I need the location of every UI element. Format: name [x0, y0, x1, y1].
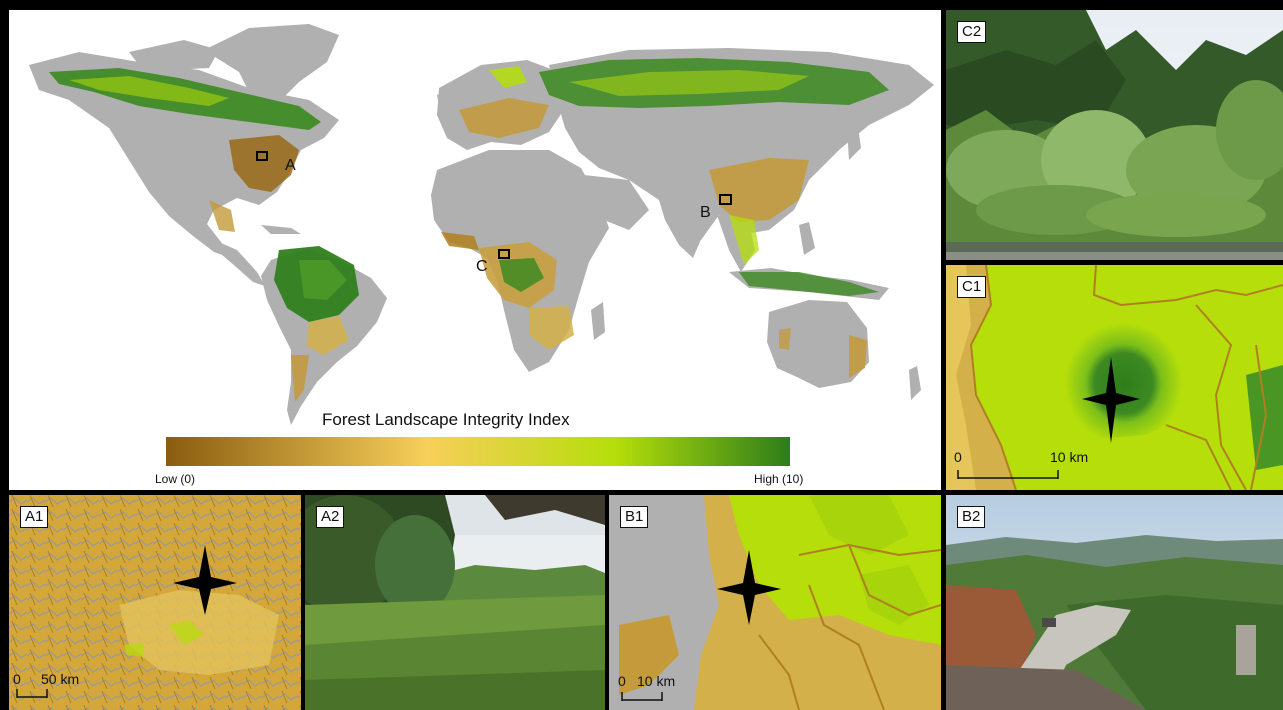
a1-scale-end: 50 km: [41, 671, 79, 687]
legend-high-label: High (10): [754, 472, 804, 486]
locator-label-a: A: [285, 157, 296, 174]
india: [659, 195, 717, 258]
locator-box-a: [256, 151, 268, 161]
panel-c2: C2: [946, 10, 1283, 260]
b1-scale-zero: 0: [618, 673, 626, 689]
panel-tag-c2: C2: [957, 21, 987, 43]
locator-label-c: C: [476, 258, 488, 275]
locator-label-b: B: [700, 204, 711, 221]
b2-road-photo: [946, 495, 1283, 710]
world-map: [9, 10, 941, 490]
legend-colorbar: [166, 437, 790, 466]
a2-meadow-photo: [305, 495, 605, 710]
c1-zoom-map: 0 10 km: [946, 265, 1283, 490]
panel-tag-a1: A1: [20, 506, 49, 528]
panel-a1: 0 50 km A1: [9, 495, 301, 710]
c1-scale-end: 10 km: [1050, 449, 1088, 465]
world-map-panel: A B C Forest Landscape Integrity Index L…: [9, 10, 941, 490]
panel-tag-b1: B1: [620, 506, 649, 528]
b1-zoom-map: 0 10 km: [609, 495, 941, 710]
panel-b1: 0 10 km B1: [609, 495, 941, 710]
eastern-us-forest: [229, 135, 299, 192]
legend-low-label: Low (0): [155, 472, 196, 486]
panel-c1: 0 10 km C1: [946, 265, 1283, 490]
se-asia-forest: [709, 158, 809, 222]
a1-zoom-map: 0 50 km: [9, 495, 301, 710]
c1-scale-zero: 0: [954, 449, 962, 465]
arctic-islands: [129, 40, 219, 70]
panel-a2: A2: [305, 495, 605, 710]
b1-scale-end: 10 km: [637, 673, 675, 689]
a1-star-marker: [173, 545, 237, 615]
greenland: [204, 24, 339, 110]
australia: [767, 300, 869, 388]
c2-forest-photo: [946, 10, 1283, 260]
locator-box-b: [719, 194, 732, 205]
a1-scale-zero: 0: [13, 671, 21, 687]
legend-title: Forest Landscape Integrity Index: [322, 410, 570, 429]
panel-tag-a2: A2: [316, 506, 345, 528]
central-america: [214, 240, 265, 286]
b1-star-marker: [717, 550, 781, 625]
panel-tag-c1: C1: [957, 276, 987, 298]
panel-tag-b2: B2: [957, 506, 986, 528]
locator-box-c: [498, 249, 510, 259]
panel-b2: B2: [946, 495, 1283, 710]
c1-star-marker: [1082, 357, 1140, 443]
